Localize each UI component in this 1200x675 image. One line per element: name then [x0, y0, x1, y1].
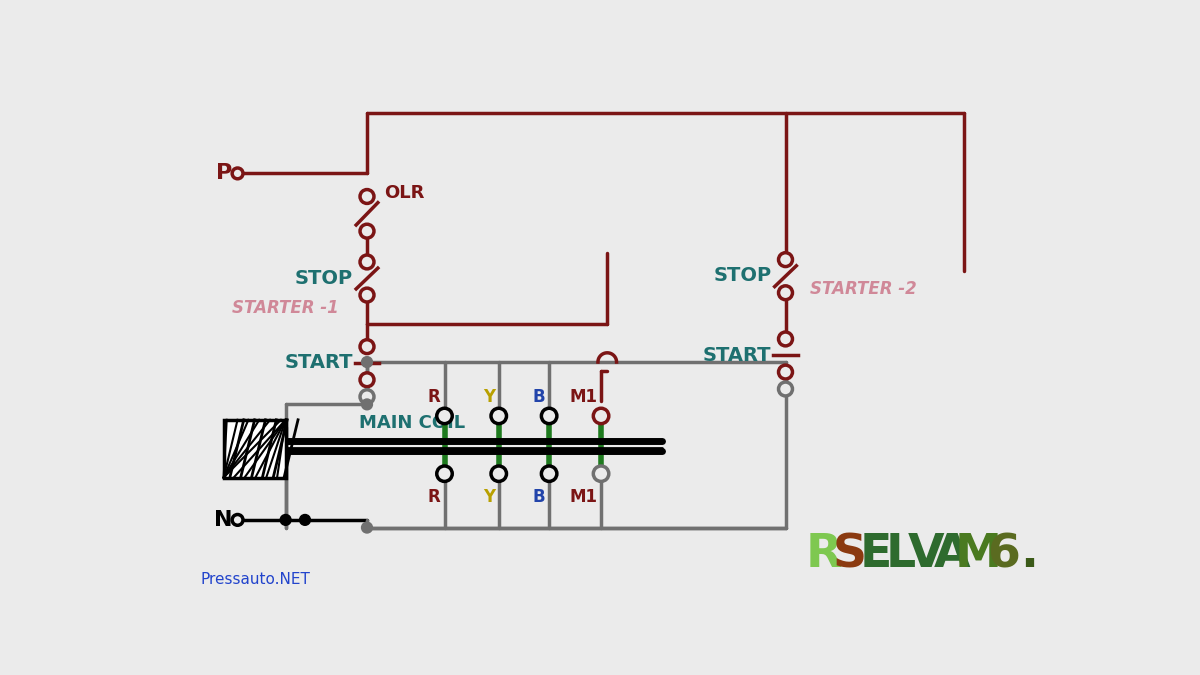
Circle shape	[437, 466, 452, 481]
Circle shape	[779, 252, 792, 267]
Text: M1: M1	[569, 387, 598, 406]
Circle shape	[491, 408, 506, 424]
Text: START: START	[703, 346, 772, 365]
Circle shape	[360, 255, 374, 269]
Text: START: START	[284, 353, 353, 373]
Text: R: R	[806, 532, 842, 577]
Text: B: B	[533, 488, 545, 506]
Text: MAIN COIL: MAIN COIL	[359, 414, 466, 431]
Circle shape	[541, 466, 557, 481]
Circle shape	[360, 389, 374, 404]
Text: OLR: OLR	[384, 184, 425, 202]
Circle shape	[361, 522, 372, 533]
Circle shape	[361, 356, 372, 367]
Circle shape	[361, 399, 372, 410]
Circle shape	[281, 514, 292, 525]
Text: Y: Y	[482, 387, 494, 406]
Text: S: S	[833, 532, 866, 577]
Bar	[223, 420, 286, 477]
Circle shape	[360, 224, 374, 238]
Text: .: .	[1020, 532, 1038, 577]
Circle shape	[779, 332, 792, 346]
Circle shape	[593, 466, 608, 481]
Circle shape	[437, 408, 452, 424]
Text: P: P	[216, 163, 232, 184]
Circle shape	[779, 382, 792, 396]
Text: E: E	[859, 532, 892, 577]
Text: STARTER -2: STARTER -2	[810, 280, 917, 298]
Text: M1: M1	[569, 488, 598, 506]
Text: R: R	[428, 488, 440, 506]
Text: STARTER -1: STARTER -1	[233, 299, 340, 317]
Text: 6: 6	[986, 532, 1020, 577]
Circle shape	[779, 286, 792, 300]
Circle shape	[541, 408, 557, 424]
Circle shape	[360, 190, 374, 203]
Text: STOP: STOP	[295, 269, 353, 288]
Circle shape	[779, 365, 792, 379]
Circle shape	[491, 466, 506, 481]
Text: Y: Y	[482, 488, 494, 506]
Circle shape	[360, 340, 374, 354]
Circle shape	[360, 288, 374, 302]
Circle shape	[593, 408, 608, 424]
Text: L: L	[886, 532, 916, 577]
Text: M: M	[954, 532, 1001, 577]
Text: A: A	[934, 532, 971, 577]
Circle shape	[232, 514, 242, 525]
Text: Pressauto.NET: Pressauto.NET	[200, 572, 311, 587]
Circle shape	[360, 373, 374, 387]
Text: V: V	[908, 532, 944, 577]
Text: R: R	[428, 387, 440, 406]
Circle shape	[300, 514, 311, 525]
Circle shape	[232, 168, 242, 179]
Text: B: B	[533, 387, 545, 406]
Text: STOP: STOP	[714, 267, 772, 286]
Text: N: N	[215, 510, 233, 530]
